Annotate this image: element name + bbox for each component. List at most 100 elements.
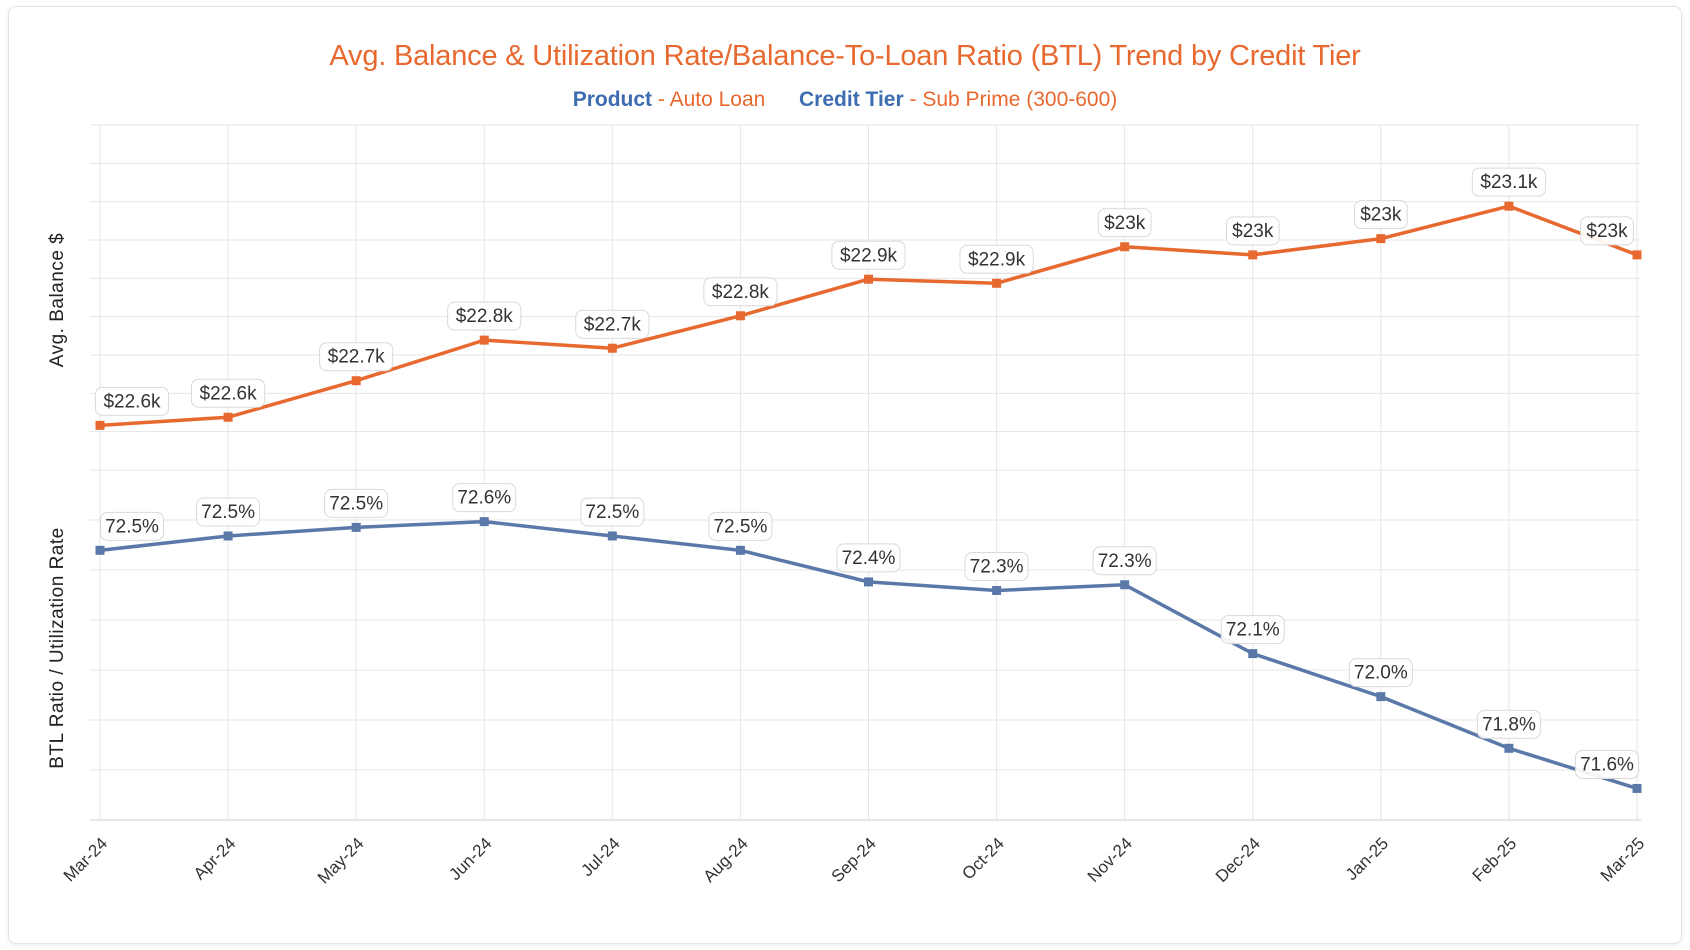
- data-label: 72.6%: [457, 488, 511, 509]
- data-label: 72.5%: [713, 516, 767, 537]
- x-tick-label: Oct-24: [958, 834, 1008, 884]
- x-tick-label: Aug-24: [700, 834, 752, 886]
- data-label: $23.1k: [1480, 172, 1538, 193]
- data-label: $23k: [1360, 205, 1402, 226]
- x-tick-label: Jan-25: [1342, 834, 1392, 884]
- data-label-box: [447, 301, 522, 331]
- data-point: [351, 522, 361, 532]
- x-tick-label: Mar-25: [1597, 834, 1649, 886]
- data-point: [1504, 201, 1514, 211]
- data-point: [1248, 250, 1258, 260]
- data-label-box: [1580, 216, 1634, 246]
- data-label-box: [1220, 615, 1285, 645]
- x-tick-label: Mar-24: [60, 834, 112, 886]
- data-point: [864, 577, 873, 587]
- data-point: [992, 278, 1002, 288]
- chart-subtitle: Product - Auto Loan Credit Tier - Sub Pr…: [0, 88, 1690, 112]
- data-label-box: [575, 309, 650, 339]
- data-point: [607, 531, 617, 541]
- data-label: $22.7k: [328, 347, 386, 368]
- chart-title: Avg. Balance & Utilization Rate/Balance-…: [329, 40, 1361, 72]
- data-label: 72.5%: [585, 502, 639, 523]
- product-value: Auto Loan: [669, 88, 766, 111]
- data-label: 72.1%: [1226, 620, 1280, 641]
- data-label-box: [94, 386, 170, 416]
- data-point: [223, 531, 233, 541]
- data-label: $22.9k: [968, 249, 1026, 270]
- data-label-box: [831, 240, 906, 270]
- data-label-box: [452, 483, 517, 513]
- data-label: $22.8k: [456, 306, 514, 327]
- data-label: $22.7k: [584, 314, 642, 335]
- data-label: 72.5%: [201, 502, 255, 523]
- x-tick-label: Jun-24: [445, 834, 495, 884]
- data-point: [1248, 649, 1258, 659]
- data-label: 72.3%: [970, 557, 1024, 578]
- data-label: $23k: [1586, 221, 1628, 242]
- data-point: [864, 274, 873, 284]
- data-label: $22.8k: [712, 282, 770, 303]
- data-label: 72.0%: [1354, 663, 1408, 684]
- data-label-box: [324, 488, 389, 518]
- data-point: [735, 311, 745, 321]
- data-label: $22.6k: [200, 383, 258, 404]
- data-label: $23k: [1104, 213, 1146, 234]
- x-tick-label: Feb-25: [1469, 834, 1521, 886]
- data-label-box: [190, 378, 266, 408]
- x-tick-label: Nov-24: [1084, 834, 1136, 886]
- data-label-box: [100, 511, 164, 541]
- data-point: [1632, 783, 1642, 793]
- data-point: [607, 343, 617, 353]
- data-label: 72.5%: [329, 493, 383, 514]
- data-label-box: [1348, 658, 1413, 688]
- chart-card: [8, 6, 1682, 944]
- data-label: 71.8%: [1482, 714, 1536, 735]
- data-label-box: [1092, 546, 1157, 576]
- y-axis-title: Avg. Balance $: [47, 233, 68, 367]
- data-label-box: [959, 244, 1034, 274]
- data-point: [1120, 242, 1130, 252]
- data-label: $22.9k: [840, 245, 898, 266]
- data-point: [223, 412, 233, 422]
- data-point: [95, 545, 105, 555]
- data-point: [351, 376, 361, 386]
- x-tick-label: Dec-24: [1212, 834, 1264, 886]
- data-point: [1376, 692, 1386, 702]
- data-point: [95, 420, 105, 430]
- data-label-box: [319, 342, 394, 372]
- x-tick-label: May-24: [314, 834, 368, 888]
- data-point: [479, 335, 489, 345]
- data-label-box: [1353, 200, 1408, 230]
- data-label: $22.6k: [103, 391, 161, 412]
- data-label-box: [708, 511, 773, 541]
- data-point: [1632, 250, 1642, 260]
- data-point: [1376, 234, 1386, 244]
- data-label-box: [196, 497, 261, 527]
- data-label-box: [964, 551, 1029, 581]
- tier-value: Sub Prime (300-600): [922, 88, 1118, 111]
- data-label: 72.5%: [105, 516, 159, 537]
- data-label-box: [1225, 216, 1280, 246]
- x-tick-label: Sep-24: [828, 834, 880, 886]
- data-point: [479, 517, 489, 527]
- data-point: [735, 545, 745, 555]
- data-point: [1504, 743, 1514, 753]
- y-axis-title: BTL Ratio / Utilization Rate: [47, 527, 68, 768]
- product-key: Product: [572, 88, 653, 111]
- data-label-box: [1575, 749, 1639, 779]
- data-label: 72.4%: [842, 548, 896, 569]
- tier-key: Credit Tier: [799, 88, 904, 111]
- data-label: 71.6%: [1580, 754, 1634, 775]
- data-label-box: [1471, 167, 1547, 197]
- data-label-box: [1476, 709, 1541, 739]
- data-label-box: [836, 543, 901, 573]
- data-label-box: [1097, 208, 1152, 238]
- data-label: 72.3%: [1098, 551, 1152, 572]
- data-label-box: [703, 277, 778, 307]
- tier-sep: -: [903, 88, 923, 111]
- x-tick-label: Apr-24: [190, 834, 240, 884]
- data-point: [1120, 580, 1130, 590]
- data-point: [992, 585, 1002, 595]
- data-label-box: [580, 497, 645, 527]
